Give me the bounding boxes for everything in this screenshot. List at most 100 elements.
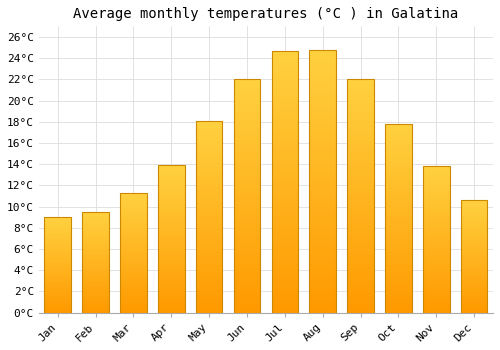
Bar xyxy=(423,206,450,207)
Bar xyxy=(385,152,411,154)
Bar xyxy=(272,255,298,258)
Bar xyxy=(82,262,109,263)
Bar xyxy=(385,205,411,207)
Bar xyxy=(461,263,487,264)
Bar xyxy=(272,98,298,100)
Bar xyxy=(44,220,71,221)
Bar xyxy=(423,288,450,289)
Bar xyxy=(423,178,450,180)
Bar xyxy=(120,201,146,202)
Bar xyxy=(385,158,411,160)
Bar xyxy=(310,131,336,134)
Bar xyxy=(385,167,411,169)
Bar xyxy=(158,255,184,257)
Bar xyxy=(310,52,336,55)
Bar xyxy=(385,128,411,130)
Bar xyxy=(196,176,222,178)
Bar xyxy=(461,222,487,223)
Bar xyxy=(234,91,260,93)
Bar xyxy=(385,139,411,141)
Bar xyxy=(272,90,298,93)
Bar xyxy=(423,256,450,257)
Bar xyxy=(385,284,411,286)
Bar xyxy=(234,191,260,194)
Bar xyxy=(461,287,487,288)
Bar xyxy=(272,266,298,268)
Bar xyxy=(385,256,411,258)
Bar xyxy=(423,301,450,302)
Bar xyxy=(348,240,374,243)
Bar xyxy=(310,244,336,247)
Bar xyxy=(196,276,222,278)
Bar xyxy=(158,242,184,243)
Bar xyxy=(158,201,184,202)
Bar xyxy=(348,161,374,163)
Bar xyxy=(310,215,336,218)
Bar xyxy=(310,297,336,300)
Bar xyxy=(310,239,336,241)
Bar xyxy=(196,232,222,234)
Bar xyxy=(423,307,450,308)
Bar xyxy=(234,271,260,273)
Bar xyxy=(385,124,411,126)
Bar xyxy=(423,295,450,296)
Bar xyxy=(234,292,260,294)
Bar xyxy=(461,239,487,241)
Bar xyxy=(234,119,260,121)
Bar xyxy=(196,286,222,288)
Bar xyxy=(44,253,71,254)
Bar xyxy=(385,135,411,137)
Bar xyxy=(310,139,336,142)
Bar xyxy=(44,250,71,251)
Bar xyxy=(461,299,487,300)
Bar xyxy=(82,275,109,276)
Bar xyxy=(310,284,336,286)
Bar xyxy=(272,258,298,260)
Bar xyxy=(196,169,222,170)
Bar xyxy=(272,294,298,297)
Bar xyxy=(196,217,222,218)
Bar xyxy=(82,299,109,300)
Bar xyxy=(272,169,298,171)
Bar xyxy=(120,238,146,239)
Bar xyxy=(310,250,336,252)
Bar xyxy=(234,170,260,173)
Bar xyxy=(310,60,336,63)
Bar xyxy=(234,142,260,145)
Bar xyxy=(423,302,450,304)
Bar xyxy=(82,309,109,310)
Bar xyxy=(158,178,184,180)
Bar xyxy=(158,214,184,215)
Bar xyxy=(272,111,298,113)
Bar xyxy=(82,286,109,287)
Bar xyxy=(348,208,374,210)
Bar xyxy=(423,250,450,251)
Bar xyxy=(120,216,146,217)
Bar xyxy=(44,251,71,252)
Bar xyxy=(196,121,222,122)
Bar xyxy=(348,107,374,110)
Bar xyxy=(120,285,146,286)
Bar xyxy=(44,240,71,241)
Bar xyxy=(423,191,450,193)
Bar xyxy=(348,91,374,93)
Bar xyxy=(44,231,71,232)
Bar xyxy=(310,65,336,68)
Bar xyxy=(385,258,411,260)
Bar xyxy=(423,175,450,176)
Bar xyxy=(348,154,374,156)
Bar xyxy=(196,263,222,265)
Bar xyxy=(461,227,487,228)
Bar xyxy=(348,219,374,222)
Bar xyxy=(348,205,374,208)
Bar xyxy=(272,224,298,226)
Bar xyxy=(272,103,298,106)
Bar xyxy=(423,213,450,215)
Bar xyxy=(196,244,222,245)
Bar xyxy=(82,292,109,293)
Bar xyxy=(234,131,260,133)
Bar xyxy=(196,132,222,134)
Bar xyxy=(234,126,260,128)
Bar xyxy=(120,267,146,268)
Bar xyxy=(196,222,222,224)
